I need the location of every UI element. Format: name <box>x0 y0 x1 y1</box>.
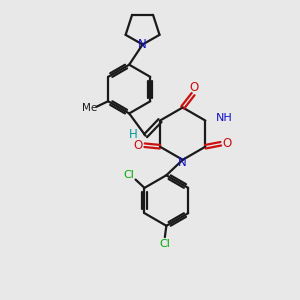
Text: NH: NH <box>216 112 232 123</box>
Text: N: N <box>138 38 147 51</box>
Text: Me: Me <box>82 103 97 113</box>
Text: O: O <box>223 137 232 150</box>
Text: N: N <box>178 156 187 169</box>
Text: O: O <box>134 139 143 152</box>
Text: Cl: Cl <box>159 238 170 249</box>
Text: H: H <box>129 128 137 141</box>
Text: Cl: Cl <box>124 170 134 180</box>
Text: O: O <box>190 81 199 94</box>
